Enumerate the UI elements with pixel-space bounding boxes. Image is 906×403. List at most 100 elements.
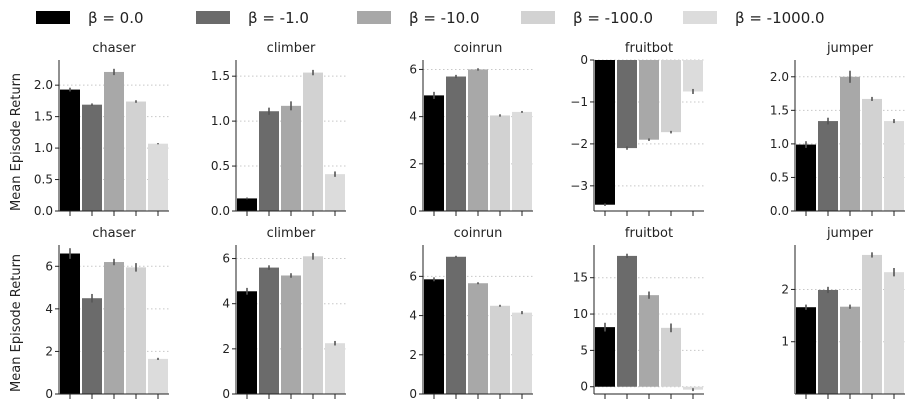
bar (617, 60, 637, 149)
bar (104, 71, 124, 212)
bar (595, 60, 615, 205)
panel-fruitbot: fruitbot −3 −2 −1 0 (570, 41, 704, 216)
bar (303, 256, 323, 394)
y-tick-label: 0.0 (211, 204, 230, 218)
y-tick-label: 2 (45, 344, 53, 358)
bar (683, 60, 703, 92)
bar (424, 279, 444, 394)
row-axis-label: Mean Episode Return (9, 254, 24, 392)
y-tick-label: −2 (570, 137, 588, 151)
legend-swatch (357, 11, 391, 24)
y-tick-label: 2.0 (770, 70, 789, 84)
bar (840, 76, 860, 212)
bar (424, 95, 444, 211)
y-tick-label: 0 (45, 387, 53, 401)
y-tick-label: 2 (781, 282, 789, 296)
y-tick-label: 6 (409, 269, 417, 283)
y-tick-label: 6 (45, 259, 53, 273)
bar (468, 283, 488, 394)
bar (303, 72, 323, 211)
y-tick-label: 0.5 (34, 173, 53, 187)
legend-label: β = -1000.0 (735, 9, 825, 27)
y-tick-label: 1.0 (34, 141, 53, 155)
y-tick-label: −3 (570, 179, 588, 193)
y-tick-label: 2 (409, 348, 417, 362)
y-tick-label: 4 (45, 302, 53, 316)
legend: β = 0.0 β = -1.0 β = -10.0 β = -100.0 β = -1… (36, 9, 825, 27)
bar (148, 143, 168, 211)
y-tick-label: 6 (409, 62, 417, 76)
y-tick-label: 0 (580, 53, 588, 67)
panel-title: jumper (826, 226, 874, 241)
bar (281, 105, 301, 211)
y-tick-label: 4 (409, 110, 417, 124)
bar (661, 60, 681, 133)
panel-jumper: jumper 1 2 (781, 226, 905, 399)
panel-title: fruitbot (625, 41, 673, 56)
y-tick-label: 4 (222, 297, 230, 311)
legend-swatch (521, 11, 555, 24)
panel-fruitbot: fruitbot 0 5 10 15 (573, 226, 704, 399)
panel-title: chaser (92, 226, 136, 241)
bar (512, 312, 532, 394)
panel-title: fruitbot (625, 226, 673, 241)
panel-title: coinrun (454, 41, 503, 56)
y-tick-label: 2 (222, 342, 230, 356)
row-axis-label: Mean Episode Return (9, 73, 24, 211)
bar (617, 255, 637, 387)
bar (259, 267, 279, 394)
bar (862, 254, 882, 394)
bar (325, 343, 345, 394)
legend-swatch (683, 11, 717, 24)
y-tick-label: 1.0 (211, 114, 230, 128)
bar (639, 295, 659, 387)
y-tick-label: 2.0 (34, 78, 53, 92)
y-tick-label: 0 (409, 387, 417, 401)
bar (237, 198, 257, 211)
y-tick-label: 6 (222, 252, 230, 266)
y-tick-label: 10 (573, 307, 588, 321)
bar (468, 69, 488, 211)
y-tick-label: 1.5 (34, 110, 53, 124)
panel-title: climber (267, 41, 316, 56)
legend-label: β = -1.0 (248, 9, 309, 27)
bar (259, 111, 279, 211)
bar (281, 275, 301, 394)
y-tick-label: 2 (409, 157, 417, 171)
bar (126, 101, 146, 211)
bar (490, 305, 510, 394)
panel-title: chaser (92, 41, 136, 56)
y-tick-label: 15 (573, 271, 588, 285)
panels: chaser 0.0 0.5 1.0 1.5 2.0 climber 0.0 0.5 1.0 1.5… (34, 41, 905, 401)
bar (796, 307, 816, 394)
bar (661, 327, 681, 387)
y-tick-label: 1.5 (770, 103, 789, 117)
panel-title: climber (267, 226, 316, 241)
panel-coinrun: coinrun 0 2 4 6 (409, 41, 533, 218)
bar (82, 104, 102, 211)
panel-title: jumper (826, 41, 874, 56)
bar (595, 327, 615, 387)
y-tick-label: 0.5 (770, 170, 789, 184)
y-tick-label: 1 (781, 335, 789, 349)
bar (884, 272, 904, 394)
bar (60, 89, 80, 211)
bar (818, 289, 838, 394)
y-tick-label: 0 (409, 204, 417, 218)
panel-climber: climber 0 2 4 6 (222, 226, 346, 401)
bar (862, 98, 882, 211)
bar (60, 253, 80, 394)
bar (148, 358, 168, 394)
bar (840, 306, 860, 394)
bar (884, 121, 904, 211)
y-tick-label: −1 (570, 95, 588, 109)
y-tick-label: 1.0 (770, 137, 789, 151)
bar (237, 291, 257, 394)
panel-title: coinrun (454, 226, 503, 241)
y-tick-label: 1.5 (211, 69, 230, 83)
panel-chaser: chaser 0 2 4 6 (45, 226, 169, 401)
bar (104, 262, 124, 394)
y-tick-label: 0.5 (211, 159, 230, 173)
y-tick-label: 0 (580, 380, 588, 394)
